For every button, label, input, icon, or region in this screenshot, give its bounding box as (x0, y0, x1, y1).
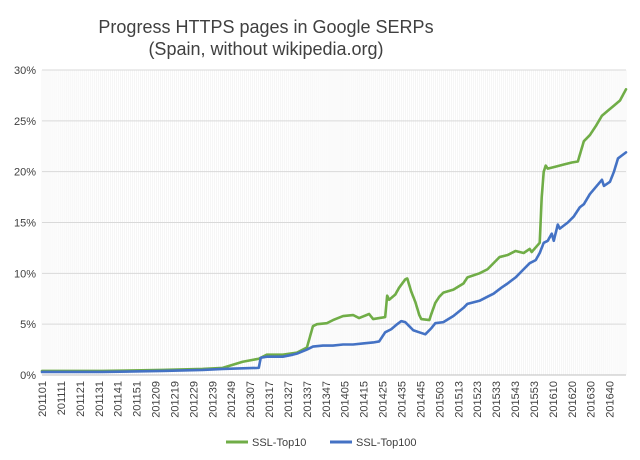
x-tick-label: 201219 (169, 381, 181, 418)
x-tick-label: 201229 (188, 381, 200, 418)
grid (41, 69, 627, 376)
axes: 0% 5% 10% 15% 20% 25% 30% 201101 201111 201121 201… (14, 65, 626, 418)
x-tick-label: 201610 (548, 381, 560, 418)
x-tick-label: 201553 (529, 381, 541, 418)
legend-label: SSL-Top10 (252, 437, 306, 449)
chart-title: Progress HTTPS pages in Google SERPs (98, 17, 433, 37)
x-tick-label: 201405 (340, 381, 352, 418)
x-tick-label: 201513 (453, 381, 465, 418)
y-tick-label: 25% (14, 116, 36, 128)
series-line (40, 151, 628, 374)
x-tick-label: 201445 (415, 381, 427, 418)
x-tick-label: 201640 (605, 381, 617, 418)
y-tick-label: 20% (14, 167, 36, 179)
x-tick-label: 201101 (37, 381, 49, 417)
x-tick-label: 201630 (586, 381, 598, 418)
y-tick-label: 10% (14, 268, 36, 280)
chart-subtitle: (Spain, without wikipedia.org) (148, 39, 383, 59)
x-tick-label: 201425 (378, 381, 390, 418)
x-tick-label: 201533 (491, 381, 503, 418)
x-tick-label: 201239 (207, 381, 219, 418)
x-tick-label: 201543 (510, 381, 522, 418)
x-tick-label: 201307 (245, 381, 257, 418)
x-tick-label: 201327 (283, 381, 295, 418)
x-tick-label: 201131 (94, 381, 106, 417)
y-tick-label: 30% (14, 65, 36, 77)
x-tick-label: 201620 (567, 381, 579, 418)
x-tick-label: 201503 (434, 381, 446, 418)
x-tick-label: 201141 (113, 381, 125, 417)
x-tick-label: 201249 (226, 381, 238, 418)
x-tick-label: 201435 (397, 381, 409, 418)
x-tick-label: 201347 (321, 381, 333, 418)
x-tick-label: 201151 (132, 381, 144, 417)
legend-label: SSL-Top100 (356, 437, 417, 449)
x-tick-label: 201337 (302, 381, 314, 418)
series-line (40, 88, 628, 373)
x-tick-label: 201415 (359, 381, 371, 418)
y-tick-label: 5% (20, 319, 36, 331)
x-tick-label: 201523 (472, 381, 484, 418)
series-lines (40, 88, 628, 374)
legend: SSL-Top10 SSL-Top100 (226, 437, 417, 449)
x-tick-label: 201209 (151, 381, 163, 418)
x-tick-label: 201121 (75, 381, 87, 417)
x-tick-label: 201111 (56, 381, 68, 415)
y-tick-label: 15% (14, 218, 36, 230)
y-tick-label: 0% (20, 370, 36, 382)
x-tick-label: 201317 (264, 381, 276, 418)
